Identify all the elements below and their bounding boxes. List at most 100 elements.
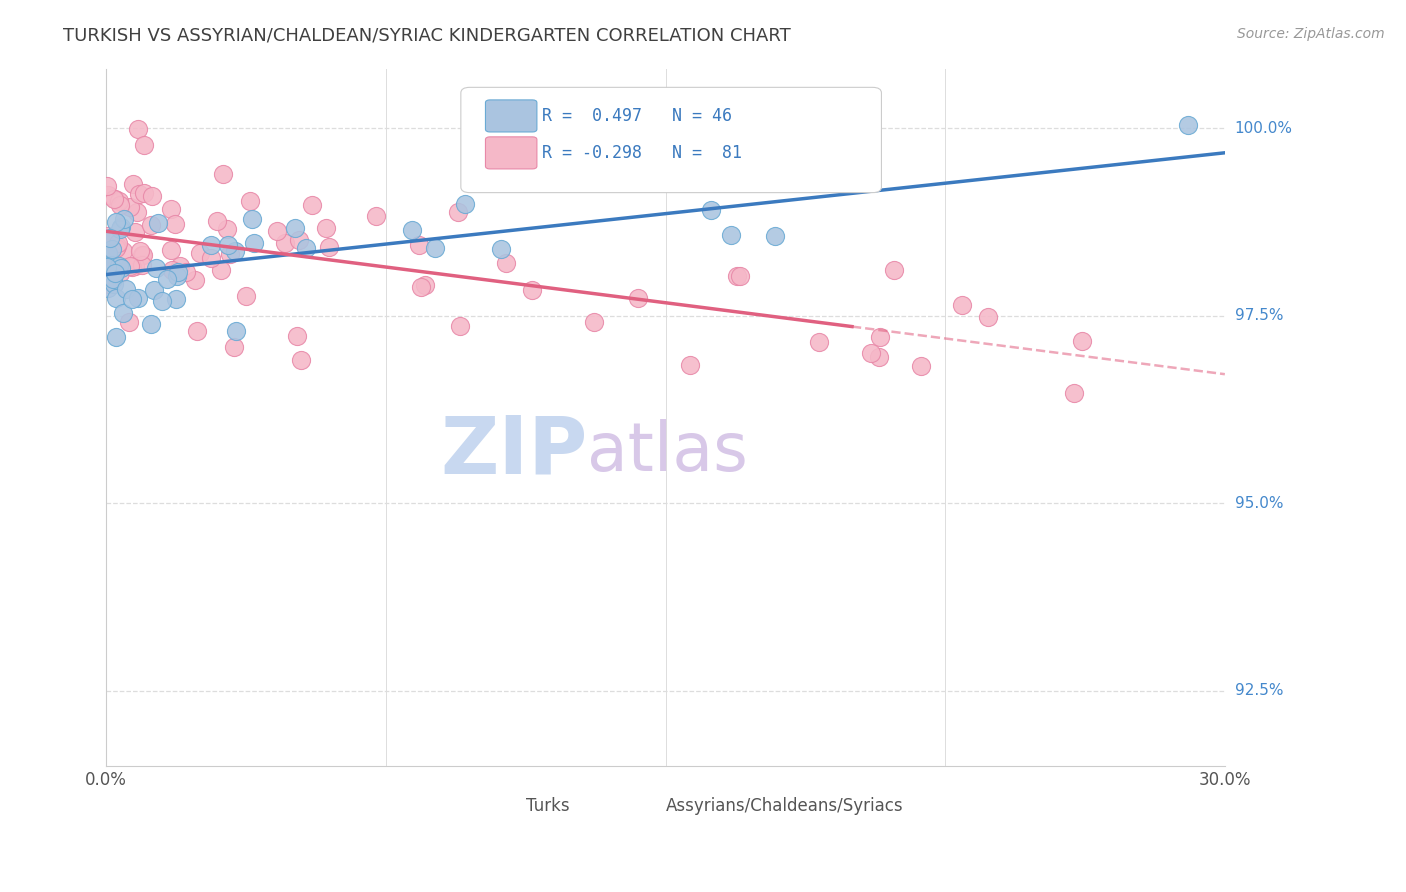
Text: R = -0.298   N =  81: R = -0.298 N = 81	[543, 144, 742, 161]
Point	[131, 248, 153, 262]
Point	[1177, 118, 1199, 132]
Point	[627, 291, 650, 305]
Text: TURKISH VS ASSYRIAN/CHALDEAN/SYRIAC KINDERGARTEN CORRELATION CHART: TURKISH VS ASSYRIAN/CHALDEAN/SYRIAC KIND…	[63, 27, 792, 45]
Point	[408, 238, 430, 252]
Point	[284, 221, 307, 235]
Point	[112, 306, 135, 320]
Point	[131, 248, 153, 262]
Point	[103, 277, 125, 291]
Text: atlas: atlas	[588, 419, 748, 485]
Point	[108, 266, 131, 280]
Point	[97, 280, 120, 294]
Point	[219, 247, 242, 261]
Point	[165, 293, 187, 307]
FancyBboxPatch shape	[485, 100, 537, 132]
Point	[105, 291, 128, 305]
Point	[105, 238, 128, 252]
Point	[209, 263, 232, 277]
Point	[243, 235, 266, 250]
Point	[315, 221, 337, 235]
Point	[104, 193, 127, 207]
Point	[100, 258, 122, 272]
Point	[128, 187, 150, 202]
Point	[104, 241, 127, 255]
Point	[413, 278, 436, 293]
Point	[318, 239, 340, 253]
Point	[96, 229, 118, 244]
Point	[108, 259, 131, 273]
Point	[205, 214, 228, 228]
Point	[169, 259, 191, 273]
Point	[97, 245, 120, 260]
Point	[190, 245, 212, 260]
Point	[131, 258, 153, 272]
Text: R =  0.497   N = 46: R = 0.497 N = 46	[543, 107, 733, 125]
Point	[156, 272, 179, 286]
Text: 92.5%: 92.5%	[1234, 683, 1284, 698]
Point	[145, 261, 167, 276]
FancyBboxPatch shape	[461, 87, 882, 193]
Point	[582, 315, 605, 329]
Point	[224, 244, 246, 259]
Point	[217, 238, 239, 252]
Point	[160, 243, 183, 257]
Point	[224, 340, 246, 354]
Point	[98, 231, 121, 245]
Point	[104, 330, 127, 344]
Point	[869, 330, 891, 344]
Point	[134, 186, 156, 200]
Point	[240, 212, 263, 227]
Point	[141, 189, 163, 203]
Point	[174, 265, 197, 279]
Point	[520, 283, 543, 297]
Point	[910, 359, 932, 373]
Point	[103, 272, 125, 286]
Point	[121, 292, 143, 306]
Point	[449, 318, 471, 333]
Point	[112, 244, 135, 259]
Point	[212, 167, 235, 181]
Point	[132, 137, 155, 152]
Point	[447, 204, 470, 219]
Point	[122, 177, 145, 191]
Point	[148, 216, 170, 230]
Point	[274, 235, 297, 250]
Point	[115, 282, 138, 296]
Text: 100.0%: 100.0%	[1234, 121, 1292, 136]
Point	[124, 225, 146, 239]
Text: Turks: Turks	[526, 797, 569, 815]
Point	[97, 188, 120, 202]
Point	[139, 218, 162, 232]
Point	[110, 260, 132, 275]
Point	[200, 251, 222, 265]
Point	[166, 268, 188, 283]
Point	[366, 209, 388, 223]
Point	[108, 194, 131, 208]
Point	[763, 229, 786, 244]
Point	[107, 235, 129, 250]
Point	[120, 200, 142, 214]
Point	[167, 265, 190, 279]
Point	[110, 220, 132, 235]
Point	[121, 260, 143, 274]
Point	[401, 223, 423, 237]
Point	[160, 262, 183, 277]
Point	[977, 310, 1000, 324]
Point	[104, 266, 127, 280]
FancyBboxPatch shape	[623, 794, 661, 818]
Point	[728, 269, 751, 284]
Point	[859, 346, 882, 360]
Point	[143, 283, 166, 297]
Point	[720, 228, 742, 243]
Point	[301, 197, 323, 211]
Point	[100, 243, 122, 257]
Point	[104, 215, 127, 229]
Point	[186, 324, 208, 338]
Point	[883, 262, 905, 277]
Point	[1071, 334, 1094, 349]
Point	[235, 289, 257, 303]
Point	[215, 222, 238, 236]
Point	[679, 359, 702, 373]
Point	[225, 324, 247, 338]
Point	[118, 259, 141, 273]
